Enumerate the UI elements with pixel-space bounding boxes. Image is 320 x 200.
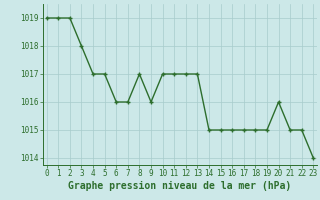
X-axis label: Graphe pression niveau de la mer (hPa): Graphe pression niveau de la mer (hPa) — [68, 181, 292, 191]
